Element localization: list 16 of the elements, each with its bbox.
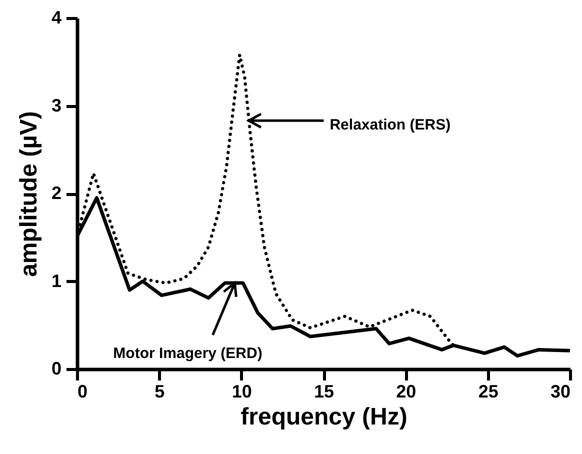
y-tick-label: 1 (51, 270, 62, 291)
x-tick-label: 5 (154, 382, 165, 402)
y-tick-label: 2 (51, 183, 62, 203)
annotation: Relaxation (ERS) (330, 116, 451, 134)
y-tick-label: 0 (51, 358, 62, 378)
y-axis-title: amplitude (µV) (15, 111, 42, 277)
x-tick-label: 30 (550, 382, 570, 402)
x-tick-label: 0 (78, 382, 88, 402)
x-tick-label: 25 (478, 382, 498, 402)
y-tick-label: 4 (51, 8, 62, 28)
x-tick-label: 20 (396, 382, 416, 402)
y-tick-label: 3 (51, 95, 62, 116)
x-tick-label: 15 (314, 382, 334, 402)
x-tick-label: 10 (232, 382, 252, 402)
annotation: Motor Imagery (ERD) (113, 345, 262, 362)
x-axis-title: frequency (Hz) (240, 404, 408, 430)
